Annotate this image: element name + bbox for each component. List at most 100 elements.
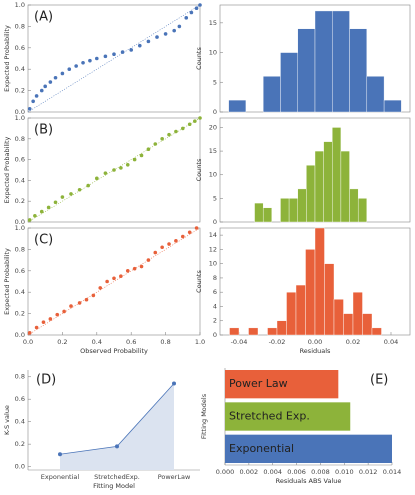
bar (371, 327, 382, 336)
point (34, 94, 39, 98)
y-tick-label: 2 (213, 317, 217, 325)
y-tick-label: 0.0 (15, 463, 25, 471)
bar (286, 292, 297, 336)
bar (225, 434, 392, 463)
x-tick-label: 0.4 (92, 338, 102, 346)
y-axis-label: Fitting Models (200, 393, 208, 439)
x-tick-label: 0.006 (287, 468, 306, 476)
y-axis-label: Expected Probability (3, 248, 11, 315)
point (39, 88, 44, 93)
y-tick-label: 4 (213, 302, 217, 310)
y-tick-label: 0.4 (15, 176, 25, 184)
point (174, 239, 178, 243)
y-axis-label: Counts (195, 47, 203, 70)
x-axis-label: Residuals (300, 347, 331, 355)
point (77, 187, 82, 192)
x-tick-label: 0.6 (126, 338, 136, 346)
point (105, 279, 109, 284)
frame (27, 4, 201, 113)
point (125, 269, 130, 273)
point (139, 153, 144, 158)
point (41, 320, 46, 324)
point (160, 137, 164, 141)
y-tick-label: 1.0 (15, 1, 25, 9)
x-axis-label: Fitting Model (93, 482, 135, 490)
point (181, 234, 185, 239)
bar (314, 10, 333, 113)
y-tick-label: 14 (209, 231, 217, 239)
point (184, 16, 189, 20)
y-tick-label: 5 (213, 78, 217, 86)
x-tick-label: 0.02 (346, 338, 360, 346)
y-axis-label: Counts (195, 270, 203, 293)
x-tick-label: -0.04 (231, 338, 248, 346)
point (198, 116, 202, 120)
x-tick-label: -0.02 (269, 338, 286, 346)
bar-label: Stretched Exp. (229, 410, 310, 423)
point (194, 6, 199, 11)
y-tick-label: 0.8 (15, 373, 25, 381)
y-tick-label: 0.8 (15, 22, 25, 30)
point (172, 381, 176, 386)
x-tick-label: 1.0 (195, 338, 205, 346)
bar (357, 198, 368, 223)
point (98, 286, 103, 290)
y-tick-label: 5 (213, 194, 217, 202)
bar (297, 188, 307, 223)
bar (383, 99, 402, 113)
point (103, 171, 108, 175)
bar (343, 313, 354, 336)
bar (314, 150, 324, 223)
point (86, 183, 90, 188)
point (125, 163, 130, 167)
panel-label: (D) (36, 373, 56, 388)
bar (262, 207, 273, 223)
point (177, 24, 182, 29)
bar (288, 198, 298, 223)
y-tick-label: 0 (213, 108, 217, 116)
panel-label: (C) (34, 233, 53, 248)
y-tick-label: 0.6 (15, 395, 25, 403)
point (163, 32, 168, 36)
point (112, 52, 116, 57)
point (48, 317, 53, 321)
panel-label: (B) (34, 123, 53, 138)
y-tick-label: 12 (209, 245, 217, 253)
point (167, 132, 171, 137)
bar (248, 327, 259, 336)
y-tick-label: 0.2 (15, 197, 25, 205)
point (187, 230, 192, 235)
x-tick-label: 0.002 (240, 468, 259, 476)
point (172, 28, 176, 33)
point (139, 264, 144, 269)
y-tick-label: 20 (209, 123, 217, 131)
point (174, 129, 178, 134)
bar (366, 76, 385, 113)
point (181, 126, 185, 131)
point (60, 71, 65, 76)
point (198, 3, 202, 7)
point (146, 39, 151, 44)
point (84, 297, 89, 302)
point (153, 250, 158, 255)
point (39, 209, 44, 214)
x-tick-label: 0.010 (335, 468, 354, 476)
point (43, 84, 47, 89)
x-axis-label: Observed Probability (80, 347, 148, 355)
y-tick-label: 0.4 (15, 418, 25, 426)
point (46, 205, 51, 210)
x-tick-label: 0.012 (359, 468, 378, 476)
point (48, 80, 53, 84)
x-tick-label: PowerLaw (158, 473, 191, 481)
y-tick-label: 8 (213, 274, 217, 282)
y-tick-label: 10 (209, 171, 217, 179)
bar (225, 402, 351, 431)
panel-label: (E) (370, 373, 388, 388)
point (193, 119, 197, 123)
reference-line (27, 227, 201, 336)
point (95, 176, 99, 181)
point (146, 258, 151, 262)
y-tick-label: 0.8 (15, 135, 25, 143)
bar-label: Exponential (229, 442, 294, 455)
